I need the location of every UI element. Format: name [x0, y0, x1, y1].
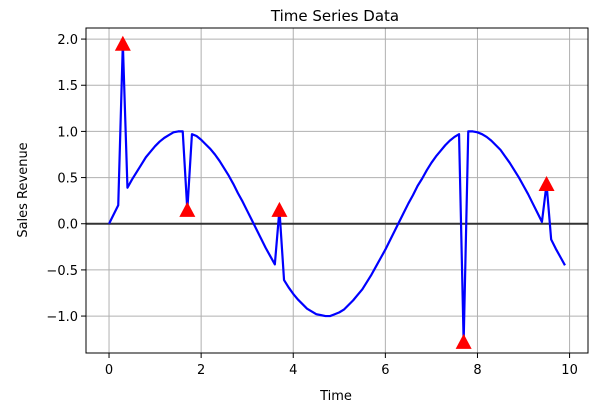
y-tick-label: −0.5	[46, 264, 78, 279]
peak-marker	[455, 333, 472, 349]
x-tick-label: 8	[473, 363, 481, 378]
chart-title: Time Series Data	[270, 7, 399, 25]
x-tick-label: 2	[197, 363, 205, 378]
peak-marker	[271, 201, 288, 217]
y-tick-label: 1.5	[57, 79, 78, 94]
x-tick-label: 6	[381, 363, 389, 378]
y-ticks: −1.0 −0.5 0.0 0.5 1.0 1.5 2.0	[46, 33, 86, 325]
x-tick-label: 10	[561, 363, 578, 378]
peak-marker	[538, 176, 555, 192]
y-tick-label: 0.5	[57, 172, 78, 187]
peak-marker	[179, 201, 196, 217]
series-group	[108, 42, 566, 344]
series-line	[108, 42, 566, 344]
plot-frame	[85, 27, 589, 354]
y-tick-label: 1.0	[57, 125, 78, 140]
x-tick-label: 4	[289, 363, 297, 378]
y-axis-title: Sales Revenue	[16, 142, 31, 237]
y-tick-label: −1.0	[46, 310, 78, 325]
markers-group	[114, 35, 555, 349]
y-tick-label: 2.0	[57, 33, 78, 48]
x-axis-title: Time	[319, 389, 352, 404]
grid	[86, 28, 588, 353]
x-tick-label: 0	[105, 363, 113, 378]
peak-marker	[114, 35, 131, 51]
y-tick-label: 0.0	[57, 218, 78, 233]
x-ticks: 0 2 4 6 8 10	[105, 353, 578, 378]
